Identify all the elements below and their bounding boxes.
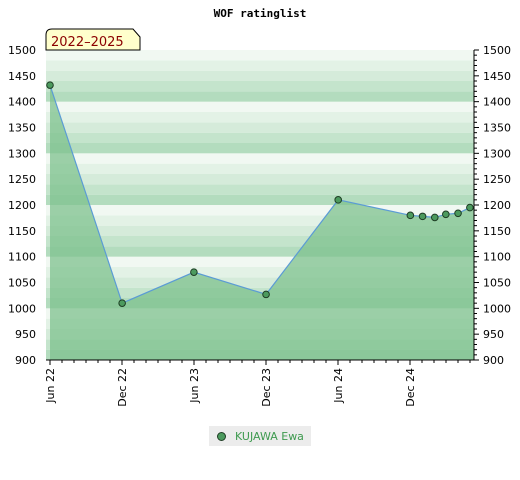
- period-label: 2022–2025: [51, 35, 124, 50]
- legend-marker-icon: [217, 431, 226, 441]
- y-tick-label-right: 1250: [483, 173, 511, 186]
- background-band: [46, 91, 474, 102]
- data-point: [442, 210, 450, 219]
- y-tick-label-left: 1200: [8, 199, 36, 212]
- y-tick-label-left: 900: [15, 354, 36, 367]
- background-band: [46, 174, 474, 185]
- data-point: [418, 212, 427, 221]
- background-band: [46, 122, 474, 133]
- background-band: [46, 101, 474, 112]
- x-tick-label: Dec 24: [404, 368, 417, 407]
- data-point: [262, 290, 270, 299]
- background-band: [46, 70, 474, 81]
- y-tick-label-left: 1150: [8, 225, 36, 238]
- y-tick-label-right: 1000: [483, 302, 511, 315]
- background-band: [46, 267, 474, 278]
- data-point: [118, 299, 126, 307]
- y-tick-label-left: 1050: [8, 277, 36, 290]
- y-tick-label-left: 1100: [8, 251, 36, 264]
- y-tick-label-right: 950: [483, 328, 504, 341]
- y-tick-label-left: 1500: [8, 44, 36, 57]
- y-tick-label-left: 950: [15, 328, 36, 341]
- background-band: [46, 236, 474, 247]
- background-band: [46, 277, 474, 288]
- series-area: [50, 85, 474, 360]
- legend-label: KUJAWA Ewa: [235, 429, 304, 443]
- x-axis-labels: Jun 22 Dec 22 Jun 23 Dec 23 Jun 24 Dec 24: [44, 368, 417, 407]
- background-band: [46, 215, 474, 226]
- y-tick-label-right: 1300: [483, 147, 511, 160]
- background-band: [46, 225, 474, 236]
- data-point: [334, 196, 342, 204]
- background-band: [46, 143, 474, 154]
- y-tick-label-right: 1500: [483, 44, 511, 57]
- background-band: [46, 60, 474, 71]
- y-axis-right-labels: 900 950 1000 1050 1100 1150 1200 1250 1300 1350 14…: [483, 44, 511, 367]
- data-point: [406, 211, 415, 220]
- y-tick-label-right: 1100: [483, 251, 511, 264]
- y-tick-label-right: 1150: [483, 225, 511, 238]
- y-tick-label-left: 1250: [8, 173, 36, 186]
- y-tick-label-left: 1300: [8, 147, 36, 160]
- background-band: [46, 256, 474, 267]
- background-band: [46, 153, 474, 164]
- data-point: [430, 213, 439, 222]
- x-tick-label: Jun 22: [44, 368, 57, 404]
- x-tick-label: Jun 23: [188, 368, 201, 404]
- y-tick-label-left: 1400: [8, 96, 36, 109]
- background-band: [46, 184, 474, 195]
- x-tick-label: Dec 22: [116, 368, 129, 407]
- data-point: [454, 209, 462, 218]
- y-tick-label-right: 1450: [483, 70, 511, 83]
- y-tick-label-left: 1450: [8, 70, 36, 83]
- background-band: [46, 205, 474, 216]
- x-tick-label: Dec 23: [260, 368, 273, 407]
- data-points: [46, 81, 474, 307]
- background-band: [46, 50, 474, 61]
- background-band: [46, 246, 474, 257]
- y-tick-label-left: 1000: [8, 302, 36, 315]
- background-band: [46, 112, 474, 123]
- chart-title: WOF ratinglist: [214, 7, 307, 20]
- y-tick-label-right: 1350: [483, 122, 511, 135]
- axes: [46, 49, 479, 365]
- background-band: [46, 132, 474, 143]
- x-tick-label: Jun 24: [332, 368, 345, 404]
- data-point: [46, 81, 54, 89]
- data-point: [466, 203, 474, 212]
- y-tick-label-right: 1050: [483, 277, 511, 290]
- background-band: [46, 163, 474, 174]
- y-tick-label-left: 1350: [8, 122, 36, 135]
- y-axis-left-labels: 900 950 1000 1050 1100 1150 1200 1250 1300 1350 14…: [8, 44, 36, 367]
- y-tick-label-right: 1400: [483, 96, 511, 109]
- legend: KUJAWA Ewa: [209, 426, 311, 446]
- y-tick-label-right: 1200: [483, 199, 511, 212]
- period-badge: 2022–2025: [45, 28, 141, 51]
- data-point: [190, 268, 198, 276]
- background-band: [46, 194, 474, 205]
- y-tick-label-right: 900: [483, 354, 504, 367]
- background-band: [46, 81, 474, 92]
